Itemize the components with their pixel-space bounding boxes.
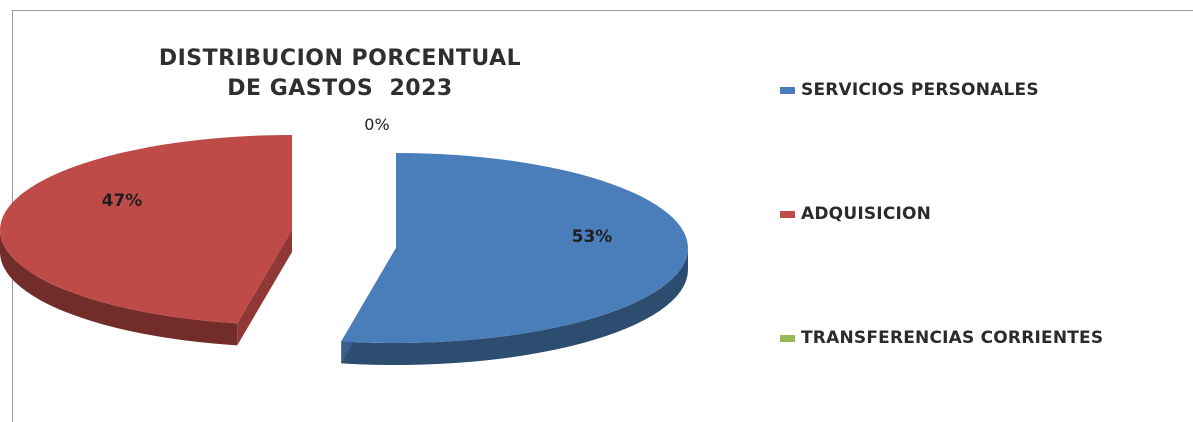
- chart-title-line-1: DISTRIBUCION PORCENTUAL: [158, 46, 522, 71]
- slice-servicios-personales: [341, 153, 688, 343]
- legend-item-transferencias-corrientes: TRANSFERENCIAS CORRIENTES: [780, 326, 1190, 350]
- legend-item-adquisicion: ADQUISICION: [780, 202, 1190, 226]
- data-label-servicios-personales: 53%: [572, 227, 613, 247]
- chart-title: DISTRIBUCION PORCENTUAL DE GASTOS 2023: [120, 44, 560, 104]
- legend-item-servicios-personales: SERVICIOS PERSONALES: [780, 78, 1190, 102]
- legend-swatch-transferencias-corrientes: [780, 334, 795, 342]
- legend-label-transferencias-corrientes: TRANSFERENCIAS CORRIENTES: [801, 328, 1104, 348]
- slice-adquisicion: [0, 135, 292, 324]
- legend-label-adquisicion: ADQUISICION: [801, 204, 932, 224]
- data-label-transferencias-corrientes: 0%: [364, 115, 389, 134]
- chart-title-line-2: DE GASTOS 2023: [227, 76, 453, 101]
- legend-label-servicios-personales: SERVICIOS PERSONALES: [801, 80, 1039, 100]
- legend-swatch-adquisicion: [780, 210, 795, 218]
- data-label-adquisicion: 47%: [102, 191, 143, 211]
- chart-border-top: [12, 10, 1193, 11]
- legend-swatch-servicios-personales: [780, 86, 795, 94]
- slice-side-adquisicion: [0, 230, 292, 346]
